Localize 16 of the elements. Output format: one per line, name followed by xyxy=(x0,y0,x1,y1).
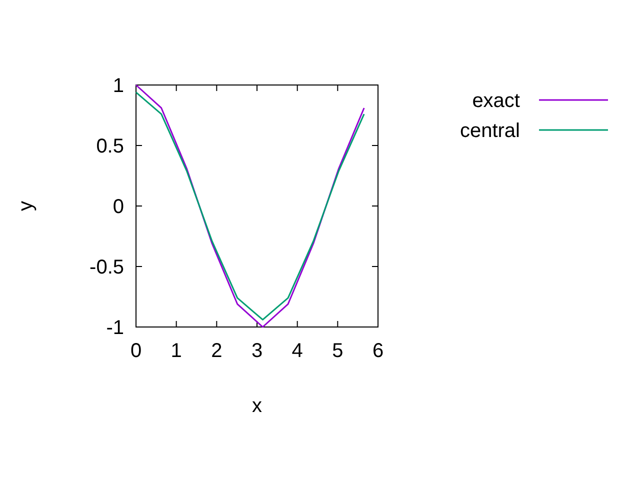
legend-label: exact xyxy=(472,90,520,112)
y-tick-label: 0 xyxy=(112,196,124,218)
y-tick-label: -0.5 xyxy=(90,256,124,278)
x-tick-label: 4 xyxy=(292,340,303,362)
y-tick-label: -1 xyxy=(106,317,124,339)
y-axis-title: y xyxy=(15,201,37,211)
y-tick-label: 1 xyxy=(112,75,124,97)
x-tick-label: 6 xyxy=(372,340,384,362)
x-tick-label: 1 xyxy=(170,340,182,362)
y-tick-label: 0.5 xyxy=(96,136,124,158)
x-tick-label: 5 xyxy=(332,340,344,362)
x-axis-title: x xyxy=(252,395,262,417)
legend-label: central xyxy=(460,120,520,142)
x-tick-label: 2 xyxy=(211,340,222,362)
x-tick-label: 3 xyxy=(251,340,263,362)
x-tick-label: 0 xyxy=(130,340,142,362)
